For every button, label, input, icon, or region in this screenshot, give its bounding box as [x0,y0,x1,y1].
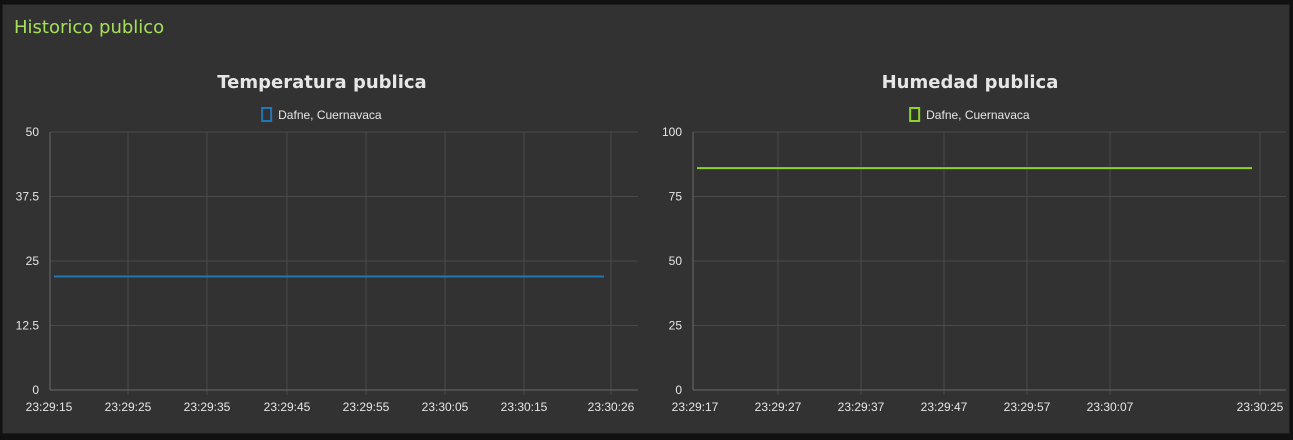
x-tick-label: 23:29:55 [343,400,390,414]
x-tick-label: 23:29:17 [672,400,719,414]
chart-title: Humedad publica [882,72,1059,93]
x-tick-label: 23:29:57 [1004,400,1051,414]
x-tick-label: 23:30:05 [422,400,469,414]
x-tick-label: 23:30:07 [1087,400,1134,414]
legend-swatch [909,107,921,122]
x-tick-label: 23:29:37 [838,400,885,414]
y-tick-label: 50 [26,125,40,139]
x-tick-label: 23:29:47 [921,400,968,414]
x-tick-label: 23:29:15 [26,400,73,414]
x-tick-label: 23:30:15 [501,400,548,414]
y-tick-label: 75 [669,190,683,204]
x-tick-label: 23:29:27 [755,400,802,414]
legend-label: Dafne, Cuernavaca [926,108,1030,122]
y-tick-label: 0 [675,383,682,397]
x-tick-label: 23:30:26 [588,400,635,414]
y-tick-label: 37.5 [16,190,40,204]
group-title: Historico publico [14,17,165,38]
x-tick-label: 23:29:25 [105,400,152,414]
y-tick-label: 100 [662,125,682,139]
y-tick-label: 50 [669,254,683,268]
legend-label: Dafne, Cuernavaca [278,108,382,122]
chart-title: Temperatura publica [217,72,426,93]
dashboard-group-panel: Historico publico [2,4,1290,434]
y-tick-label: 12.5 [16,319,40,333]
y-tick-label: 0 [32,383,39,397]
y-tick-label: 25 [669,319,683,333]
legend-swatch [261,107,273,122]
x-tick-label: 23:29:35 [184,400,231,414]
x-tick-label: 23:30:25 [1237,400,1284,414]
y-tick-label: 25 [26,254,40,268]
x-tick-label: 23:29:45 [264,400,311,414]
